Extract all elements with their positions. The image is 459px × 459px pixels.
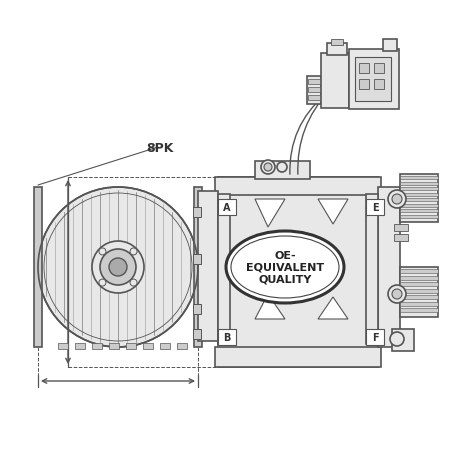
Bar bbox=[365, 195, 377, 344]
Bar bbox=[75, 343, 85, 349]
Polygon shape bbox=[254, 294, 285, 319]
Bar bbox=[399, 210, 437, 213]
Circle shape bbox=[130, 248, 137, 255]
Bar bbox=[373, 80, 383, 90]
Bar bbox=[193, 254, 201, 264]
Bar bbox=[218, 178, 377, 367]
Text: E: E bbox=[371, 202, 377, 213]
Bar bbox=[326, 44, 346, 56]
Bar bbox=[399, 174, 437, 223]
Circle shape bbox=[391, 195, 401, 205]
Bar bbox=[109, 343, 119, 349]
Bar bbox=[399, 215, 437, 218]
Bar bbox=[393, 235, 407, 241]
Bar bbox=[218, 200, 235, 216]
Circle shape bbox=[109, 258, 127, 276]
Circle shape bbox=[260, 161, 274, 174]
Bar bbox=[399, 295, 437, 299]
Bar bbox=[193, 329, 201, 339]
Circle shape bbox=[276, 162, 286, 173]
Bar bbox=[214, 178, 380, 196]
Text: OE-
EQUIVALENT
QUALITY: OE- EQUIVALENT QUALITY bbox=[246, 251, 323, 284]
Circle shape bbox=[391, 289, 401, 299]
Bar bbox=[308, 88, 319, 93]
Bar bbox=[399, 199, 437, 202]
Polygon shape bbox=[317, 297, 347, 319]
FancyArrowPatch shape bbox=[289, 95, 324, 175]
Polygon shape bbox=[317, 200, 347, 224]
Bar bbox=[393, 224, 407, 231]
Bar bbox=[197, 191, 218, 341]
Bar bbox=[365, 200, 383, 216]
Bar bbox=[399, 182, 437, 185]
Bar bbox=[218, 195, 230, 344]
Bar bbox=[214, 347, 380, 367]
Bar bbox=[382, 40, 396, 52]
Polygon shape bbox=[254, 200, 285, 228]
Circle shape bbox=[389, 332, 403, 346]
Bar bbox=[58, 343, 68, 349]
Bar bbox=[354, 58, 390, 102]
Circle shape bbox=[92, 241, 144, 293]
Bar bbox=[399, 177, 437, 179]
Circle shape bbox=[387, 285, 405, 303]
Bar bbox=[194, 188, 202, 347]
FancyArrowPatch shape bbox=[297, 92, 328, 175]
Bar bbox=[320, 54, 348, 109]
Bar bbox=[177, 343, 187, 349]
Bar bbox=[126, 343, 136, 349]
Bar bbox=[391, 329, 413, 351]
Text: A: A bbox=[223, 202, 230, 213]
Bar bbox=[399, 276, 437, 280]
Bar bbox=[399, 193, 437, 196]
Bar bbox=[399, 282, 437, 286]
Circle shape bbox=[99, 248, 106, 255]
Bar bbox=[399, 268, 437, 317]
Bar bbox=[365, 329, 383, 345]
Bar bbox=[193, 207, 201, 218]
Bar bbox=[143, 343, 153, 349]
Bar bbox=[358, 64, 368, 74]
Bar bbox=[308, 80, 319, 85]
Bar bbox=[399, 204, 437, 207]
Bar bbox=[399, 308, 437, 312]
Bar bbox=[348, 50, 398, 110]
Bar bbox=[399, 269, 437, 274]
Bar bbox=[92, 343, 102, 349]
Bar bbox=[399, 289, 437, 293]
Circle shape bbox=[38, 188, 197, 347]
Text: F: F bbox=[371, 332, 377, 342]
Circle shape bbox=[130, 280, 137, 286]
Circle shape bbox=[263, 164, 271, 172]
Ellipse shape bbox=[225, 231, 343, 303]
Bar bbox=[34, 188, 42, 347]
Bar bbox=[160, 343, 170, 349]
Bar bbox=[308, 96, 319, 101]
Circle shape bbox=[99, 280, 106, 286]
Text: 8PK: 8PK bbox=[146, 141, 174, 154]
Bar bbox=[306, 77, 320, 105]
Bar bbox=[373, 64, 383, 74]
Bar bbox=[330, 40, 342, 46]
Bar bbox=[218, 329, 235, 345]
Bar bbox=[358, 80, 368, 90]
Bar bbox=[254, 162, 309, 179]
Text: B: B bbox=[223, 332, 230, 342]
Circle shape bbox=[100, 249, 136, 285]
Circle shape bbox=[387, 190, 405, 208]
Bar bbox=[399, 188, 437, 190]
Bar bbox=[193, 304, 201, 314]
Bar bbox=[377, 188, 399, 347]
Bar bbox=[399, 302, 437, 306]
